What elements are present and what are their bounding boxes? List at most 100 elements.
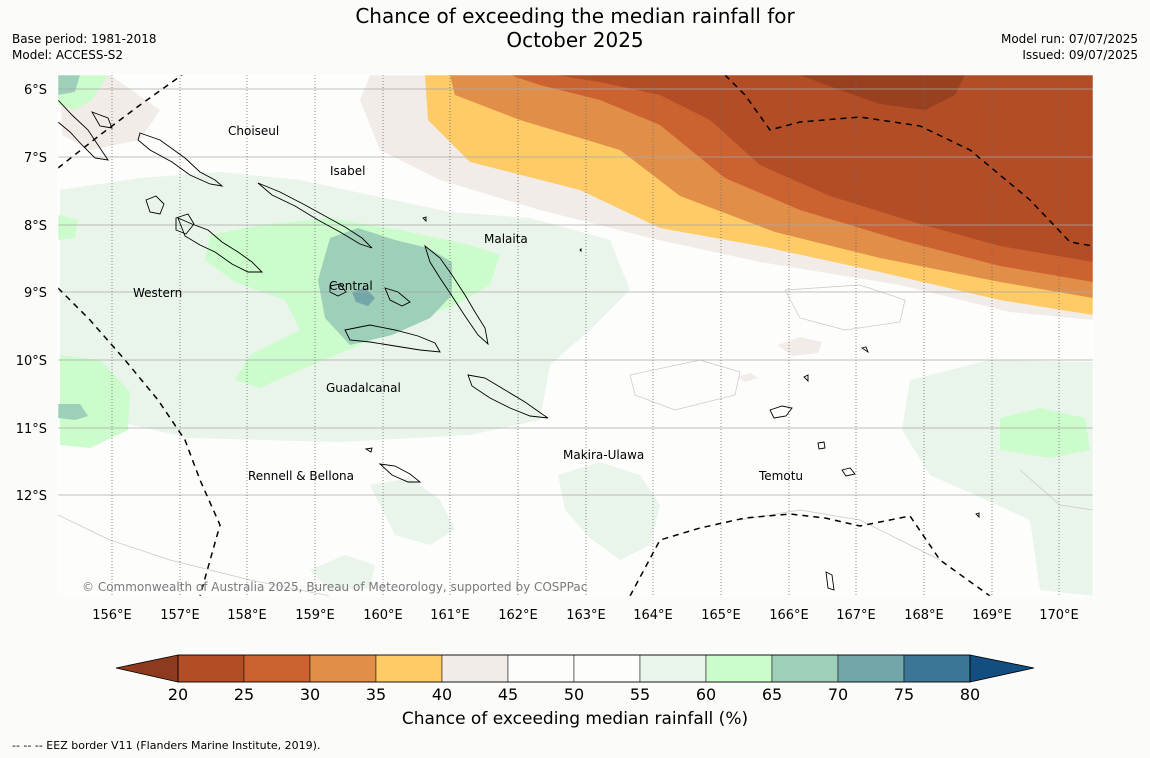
model-run-date: Model run: 07/07/2025: [1000, 32, 1138, 46]
bellona-island: [364, 447, 373, 453]
colorbar-tick-label: 30: [300, 685, 320, 702]
santa-cruz-island: [769, 405, 793, 419]
utupua-island: [817, 441, 826, 450]
province-labels: Choiseul Isabel Malaita Western Central …: [133, 124, 803, 483]
contour-65-70: [318, 228, 452, 345]
province-label-isabel: Isabel: [330, 164, 365, 178]
colorbar-segment: [639, 654, 707, 683]
province-label-western: Western: [133, 286, 182, 300]
faint-contours: [58, 284, 1093, 596]
rainfall-map: 6°S 7°S 8°S 9°S 10°S 11°S 12°S 156°E 157…: [16, 74, 1094, 623]
lat-label: 10°S: [16, 354, 47, 369]
lon-label: 164°E: [633, 608, 673, 623]
province-label-temotu: Temotu: [758, 469, 803, 483]
duff-islands: [860, 346, 869, 354]
shortland-islands: [145, 195, 165, 215]
province-label-rennell: Rennell & Bellona: [248, 469, 354, 483]
model-name: Model: ACCESS-S2: [12, 48, 124, 62]
new-georgia-island: [177, 217, 264, 273]
island-coastlines: [58, 99, 980, 591]
contour-60-65-east: [1000, 408, 1090, 458]
lon-label: 166°E: [769, 608, 809, 623]
vanikoro-island: [841, 467, 856, 477]
lon-label: 163°E: [566, 608, 606, 623]
contour-65-70-west: [58, 404, 88, 420]
colorbar-segment: [375, 654, 443, 683]
lon-label: 168°E: [904, 608, 944, 623]
bougainville-north: [90, 111, 113, 129]
colorbar-segment: [837, 654, 905, 683]
ontong-java: [579, 247, 582, 253]
lat-label: 8°S: [24, 219, 47, 234]
dry-patch-2: [738, 373, 758, 382]
colorbar-title: Chance of exceeding median rainfall (%): [401, 709, 749, 729]
colorbar-tick-label: 25: [234, 685, 254, 702]
colorbar-tick-label: 35: [366, 685, 386, 702]
map-title: Chance of exceeding the median rainfall …: [0, 4, 1150, 52]
title-line-2: October 2025: [506, 28, 644, 52]
colorbar-segment: [177, 654, 245, 683]
issued-date: Issued: 09/07/2025: [1022, 48, 1138, 62]
vella-lavella-island: [175, 213, 195, 235]
title-line-1: Chance of exceeding the median rainfall …: [355, 4, 795, 28]
lat-label: 9°S: [24, 286, 47, 301]
anuta-island: [975, 512, 980, 519]
bougainville-coast: [58, 99, 109, 161]
colorbar-tick-label: 55: [630, 685, 650, 702]
province-label-makira: Makira-Ulawa: [563, 448, 644, 462]
colorbar-segment: [441, 654, 509, 683]
florida-islands: [384, 287, 411, 307]
lon-label: 167°E: [836, 608, 876, 623]
latitude-labels: 6°S 7°S 8°S 9°S 10°S 11°S 12°S: [16, 83, 47, 504]
contour-60-65-nw: [58, 215, 78, 240]
colorbar-segment: [573, 654, 641, 683]
colorbar-tick-label: 20: [168, 685, 188, 702]
lon-label: 159°E: [295, 608, 335, 623]
lat-label: 12°S: [16, 489, 47, 504]
contour-20-25: [555, 75, 1093, 262]
map-frame: [57, 74, 1094, 597]
province-label-guadalcanal: Guadalcanal: [326, 381, 401, 395]
lat-label: 11°S: [16, 422, 47, 437]
colorbar-segment: [309, 654, 377, 683]
colorbar-segment: [243, 654, 311, 683]
province-label-central: Central: [329, 279, 373, 293]
colorbar-segment: [771, 654, 839, 683]
isabel-island: [257, 182, 373, 249]
colorbar-tick-label: 40: [432, 685, 452, 702]
colorbar-tick-label: 80: [960, 685, 980, 702]
lat-label: 6°S: [24, 83, 47, 98]
run-info: Model run: 07/07/2025 Issued: 09/07/2025: [1001, 31, 1138, 63]
colorbar-ticks: 20 25 30 35 40 45 50 55 60 65 70 75 80: [168, 685, 980, 702]
lon-label: 162°E: [498, 608, 538, 623]
base-period: Base period: 1981-2018: [12, 32, 157, 46]
reef-islands: [803, 374, 809, 383]
colorbar-segment: [705, 654, 773, 683]
lon-label: 169°E: [972, 608, 1012, 623]
makira-island: [467, 374, 549, 419]
sikaiana-island: [422, 216, 427, 223]
copyright-notice: © Commonwealth of Australia 2025, Bureau…: [82, 580, 588, 594]
colorbar-segment: [903, 654, 971, 683]
colorbar-tick-label: 50: [564, 685, 584, 702]
colorbar-over-triangle: [969, 654, 1035, 683]
colorbar-tick-label: 45: [498, 685, 518, 702]
contour-55-60-south: [558, 462, 660, 560]
lon-label: 160°E: [363, 608, 403, 623]
longitude-labels: 156°E 157°E 158°E 159°E 160°E 161°E 162°…: [92, 608, 1079, 623]
contour-60-65-west: [60, 355, 130, 448]
colorbar-segment: [507, 654, 575, 683]
lon-label: 158°E: [227, 608, 267, 623]
colorbar-tick-label: 75: [894, 685, 914, 702]
colorbar-outline: [177, 654, 971, 683]
latitude-gridlines: [58, 88, 1093, 496]
lon-label: 170°E: [1039, 608, 1079, 623]
colorbar-under-triangle: [115, 654, 179, 683]
eez-borders: [58, 75, 1093, 596]
choiseul-island: [137, 132, 224, 187]
province-label-choiseul: Choiseul: [228, 124, 279, 138]
colorbar-tick-label: 65: [762, 685, 782, 702]
lon-label: 161°E: [430, 608, 470, 623]
rennell-island: [378, 463, 422, 483]
colorbar: 20 25 30 35 40 45 50 55 60 65 70 75 80: [115, 654, 1035, 702]
